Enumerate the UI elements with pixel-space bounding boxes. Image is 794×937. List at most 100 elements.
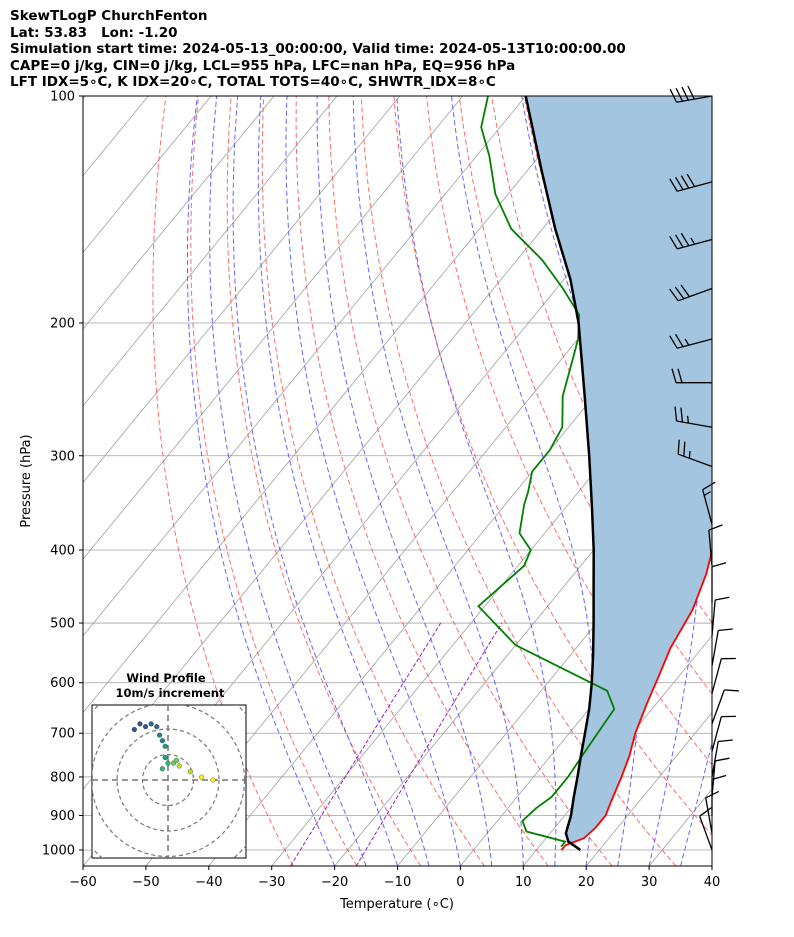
wind-barb-flag	[677, 368, 683, 383]
wind-barb	[708, 524, 723, 567]
wind-hodograph-point	[159, 766, 165, 772]
wind-barb-flag	[671, 368, 677, 383]
dry-adiabat	[360, 96, 677, 866]
x-tick-label: −40	[195, 875, 222, 890]
dewpoint-line	[477, 96, 616, 848]
dry-adiabat	[152, 96, 294, 866]
wind-barb-flag	[708, 524, 723, 531]
dry-adiabat	[752, 96, 794, 866]
isotherm	[83, 96, 589, 714]
wind-barb-staff	[711, 689, 725, 724]
wind-barb	[711, 562, 727, 603]
y-axis: 100 200 300 400 500 600 700 800 900 1000	[42, 90, 83, 859]
x-tick-label: −50	[132, 875, 159, 890]
y-axis-label: Pressure (hPa)	[19, 434, 34, 527]
wind-barb-flag	[669, 335, 678, 349]
wind-barb-flag	[681, 86, 689, 101]
wind-barb-flag	[677, 439, 680, 455]
wind-hodograph-point	[210, 777, 216, 783]
mixing-ratio-line	[355, 622, 503, 866]
wind-barb-staff	[702, 489, 713, 525]
wind-barb	[677, 439, 713, 468]
x-tick-label: 10	[515, 875, 532, 890]
wind-barb-staff	[699, 815, 713, 851]
moist-adiabat	[209, 96, 367, 866]
dry-adiabat	[295, 96, 549, 866]
wind-barb-flag	[715, 757, 730, 762]
isotherm	[83, 96, 275, 330]
sounding-traces	[477, 96, 712, 852]
x-axis-label: Temperature (∘C)	[339, 897, 454, 912]
wind-hodograph-point	[154, 724, 160, 730]
wind-barb-staff	[711, 599, 716, 636]
temperature-line	[560, 547, 712, 851]
wind-barb-staff	[708, 530, 713, 567]
wind-barb-flag	[680, 407, 684, 423]
chart-header: SkewTLogP ChurchFenton Lat: 53.83 Lon: -…	[10, 8, 626, 91]
isotherm	[775, 96, 794, 866]
params-text: CAPE=0 j/kg, CIN=0 j/kg, LCL=955 hPa, LF…	[10, 57, 516, 74]
isotherm	[711, 865, 712, 866]
wind-barb-flag	[674, 286, 685, 300]
chart-title: SkewTLogP ChurchFenton	[10, 8, 208, 24]
cin-fill-area	[525, 96, 712, 844]
wind-barb	[669, 333, 713, 349]
wind-barb	[669, 284, 713, 302]
wind-hodograph-point	[187, 769, 193, 775]
wind-barb-staff	[705, 797, 713, 834]
wind-barb-flag	[674, 234, 684, 248]
wind-barb-half-flag	[686, 415, 690, 424]
isotherm	[83, 96, 401, 484]
y-tick-label: 100	[50, 90, 75, 105]
wind-barb-flag	[675, 87, 684, 102]
wind-barb-flag	[674, 176, 684, 191]
wind-barb-flag	[699, 807, 712, 817]
moist-adiabat	[186, 96, 336, 866]
moist-adiabat	[316, 96, 493, 866]
y-tick-label: 400	[50, 543, 75, 558]
dry-adiabat	[190, 96, 358, 866]
indices-text: LFT IDX=5∘C, K IDX=20∘C, TOTAL TOTS=40∘C…	[10, 74, 496, 90]
wind-barb-staff	[676, 95, 713, 103]
wind-barb	[711, 628, 733, 667]
dry-adiabat	[393, 96, 712, 837]
dry-adiabat	[261, 96, 485, 866]
wind-barb-flag	[669, 236, 678, 250]
y-tick-label: 900	[50, 809, 75, 824]
isotherm	[83, 96, 338, 407]
wind-barb-flag	[674, 333, 684, 348]
x-tick-label: 20	[578, 875, 595, 890]
dry-adiabat	[785, 96, 794, 866]
wind-barb-half-flag	[684, 338, 690, 346]
wind-barb	[669, 232, 713, 250]
wind-barb-half-flag	[688, 450, 691, 459]
wind-barb-flag	[718, 628, 733, 632]
moist-adiabat	[285, 96, 461, 866]
moist-adiabat	[257, 96, 430, 866]
wind-hodograph-point	[137, 721, 143, 727]
wind-barb	[671, 368, 712, 384]
wind-barb-flag	[711, 774, 727, 781]
time-text: Simulation start time: 2024-05-13_00:00:…	[10, 41, 626, 57]
wind-barb-staff	[676, 420, 713, 428]
x-tick-label: −10	[384, 875, 411, 890]
moist-adiabat	[232, 96, 398, 866]
y-tick-label: 600	[50, 676, 75, 691]
wind-hodograph-point	[165, 760, 171, 766]
wind-barb	[711, 596, 730, 636]
moist-adiabat	[396, 96, 557, 866]
wind-barb	[674, 406, 713, 428]
wind-barb-flag	[686, 173, 696, 187]
wind-barb-flag	[680, 175, 690, 189]
y-tick-label: 500	[50, 617, 75, 632]
wind-barb-flag	[702, 481, 716, 491]
wind-barb-flag	[669, 178, 678, 192]
x-tick-label: 0	[456, 875, 464, 890]
wind-barb	[702, 481, 716, 525]
wind-inset-subtitle: 10m/s increment	[116, 686, 225, 700]
location-text: Lat: 53.83 Lon: -1.20	[10, 24, 178, 41]
wind-profile-inset: Wind Profile 10m/s increment	[91, 671, 247, 859]
wind-barb-flag	[669, 288, 679, 302]
wind-hodograph-point	[148, 721, 154, 727]
